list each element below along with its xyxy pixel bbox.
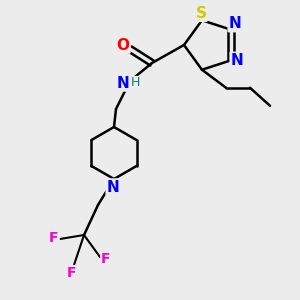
Text: N: N <box>117 76 129 91</box>
Text: N: N <box>229 16 242 31</box>
Text: H: H <box>130 76 140 89</box>
Text: S: S <box>196 6 206 21</box>
Text: N: N <box>106 179 119 194</box>
Text: F: F <box>101 252 111 266</box>
Text: F: F <box>67 266 77 280</box>
Text: F: F <box>49 231 59 245</box>
Text: N: N <box>231 53 243 68</box>
Text: O: O <box>116 38 130 52</box>
